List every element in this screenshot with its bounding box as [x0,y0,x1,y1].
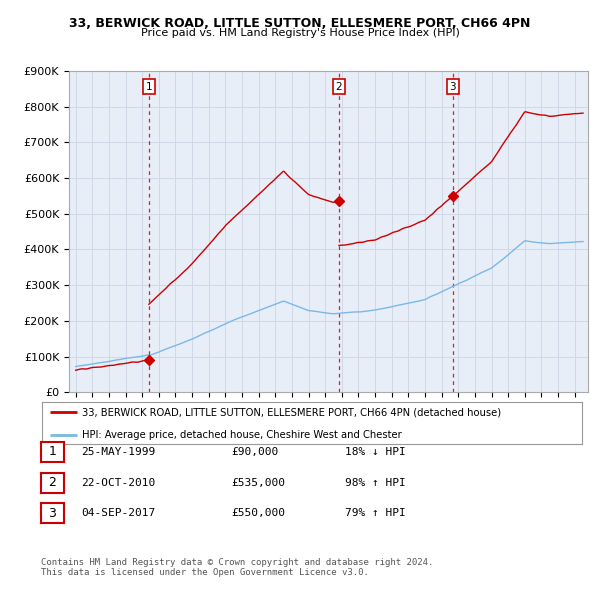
Text: 25-MAY-1999: 25-MAY-1999 [81,447,155,457]
Text: 79% ↑ HPI: 79% ↑ HPI [345,509,406,518]
Text: 22-OCT-2010: 22-OCT-2010 [81,478,155,487]
Text: 33, BERWICK ROAD, LITTLE SUTTON, ELLESMERE PORT, CH66 4PN: 33, BERWICK ROAD, LITTLE SUTTON, ELLESME… [70,17,530,30]
Text: 18% ↓ HPI: 18% ↓ HPI [345,447,406,457]
Text: 3: 3 [449,82,456,92]
Text: 1: 1 [145,82,152,92]
Text: £535,000: £535,000 [231,478,285,487]
Text: 2: 2 [335,82,342,92]
Text: 1: 1 [48,445,56,458]
Text: HPI: Average price, detached house, Cheshire West and Chester: HPI: Average price, detached house, Ches… [83,430,402,440]
Text: Price paid vs. HM Land Registry's House Price Index (HPI): Price paid vs. HM Land Registry's House … [140,28,460,38]
Text: 3: 3 [48,507,56,520]
Text: £550,000: £550,000 [231,509,285,518]
Text: 04-SEP-2017: 04-SEP-2017 [81,509,155,518]
Text: 33, BERWICK ROAD, LITTLE SUTTON, ELLESMERE PORT, CH66 4PN (detached house): 33, BERWICK ROAD, LITTLE SUTTON, ELLESME… [83,408,502,417]
Text: 98% ↑ HPI: 98% ↑ HPI [345,478,406,487]
Text: £90,000: £90,000 [231,447,278,457]
Text: 2: 2 [48,476,56,489]
Text: Contains HM Land Registry data © Crown copyright and database right 2024.
This d: Contains HM Land Registry data © Crown c… [41,558,433,577]
